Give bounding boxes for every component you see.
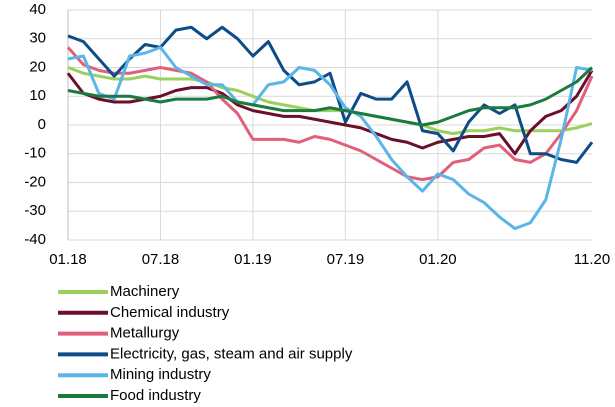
series-line [66, 46, 594, 182]
x-tick-label: 07.18 [142, 251, 180, 268]
legend-label: Mining industry [110, 366, 211, 383]
y-tick-label: 0 [38, 116, 46, 133]
y-tick-label: -20 [24, 173, 46, 190]
x-tick-label: 11.20 [574, 251, 610, 268]
legend-label: Chemical industry [110, 304, 230, 321]
y-tick-label: 40 [29, 1, 46, 18]
x-tick-label: 01.20 [419, 251, 457, 268]
y-tick-label: 20 [29, 58, 46, 75]
series-line [67, 45, 593, 230]
series-line [67, 25, 594, 164]
y-tick-label: 30 [29, 30, 46, 47]
y-tick-label: -10 [24, 145, 46, 162]
x-tick-label: 01.18 [49, 251, 87, 268]
series-line [66, 69, 594, 156]
x-tick-label: 07.19 [327, 251, 365, 268]
legend-label: Electricity, gas, steam and air supply [110, 345, 353, 362]
y-tick-label: -30 [24, 202, 46, 219]
legend-label: Machinery [110, 283, 180, 300]
x-tick-label: 01.19 [234, 251, 272, 268]
y-tick-label: 10 [29, 87, 46, 104]
y-tick-label: -40 [24, 231, 46, 248]
series-line [67, 66, 593, 136]
legend-label: Food industry [110, 387, 201, 404]
series-line [67, 66, 594, 127]
legend-label: Metallurgy [110, 325, 180, 342]
